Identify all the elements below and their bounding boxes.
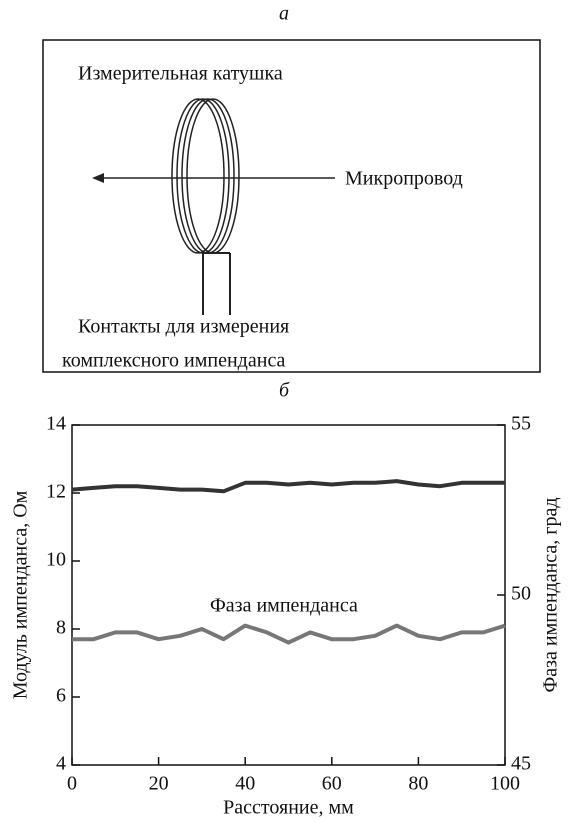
coil-label: Измерительная катушка [78,63,283,85]
x-tick-label: 40 [235,773,255,795]
y-tick-label: 10 [46,549,66,571]
figure: а Измерительная катушка Микропровод Конт… [0,0,569,822]
annotation: Фаза импенданса [210,595,358,617]
y-axis-title: Модуль импенданса, Ом [10,490,32,699]
y2-tick-label: 55 [511,413,531,435]
y2-tick-label: 45 [511,753,531,775]
y-tick-label: 6 [56,685,66,707]
contacts-label: Контакты для измерения [78,316,289,338]
coil-leads [203,253,230,315]
data-line [72,626,505,643]
data-line [72,481,505,491]
page: а Измерительная катушка Микропровод Конт… [0,0,569,822]
x-tick-label: 80 [408,773,428,795]
x-axis-title: Расстояние, мм [223,797,354,819]
y-tick-label: 4 [56,753,66,775]
contacts-label: комплексного импенданса [62,350,286,372]
x-tick-label: 0 [67,773,77,795]
y2-tick-label: 50 [511,583,531,605]
y-tick-label: 14 [46,413,66,435]
wire-label: Микропровод [345,168,463,190]
x-tick-label: 60 [322,773,342,795]
panel-label: б [279,380,290,402]
x-tick-label: 20 [149,773,169,795]
y-tick-label: 8 [56,617,66,639]
y2-axis-title: Фаза импенданса, град [540,497,562,692]
arrow-head [92,173,104,183]
panel-label: а [279,3,289,25]
x-tick-label: 100 [490,773,520,795]
coil [172,99,239,253]
y-tick-label: 12 [46,481,66,503]
